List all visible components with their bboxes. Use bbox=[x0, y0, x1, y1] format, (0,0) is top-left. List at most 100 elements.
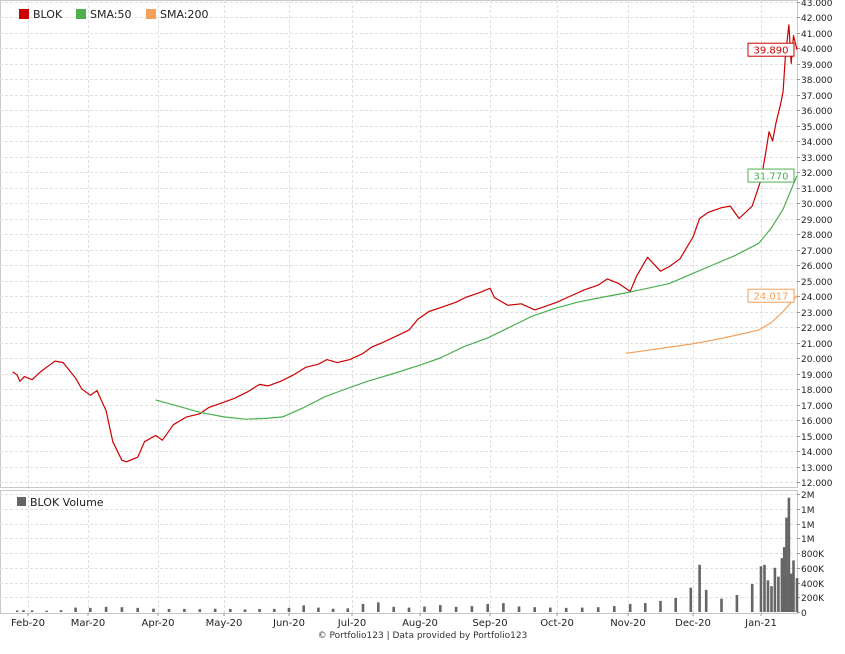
volume-y-tick-label: 600K bbox=[801, 565, 825, 575]
price-y-tick-label: 17.000 bbox=[801, 402, 833, 412]
price-y-tick-label: 21.000 bbox=[801, 340, 833, 350]
volume-bar bbox=[549, 607, 552, 612]
price-y-tick-label: 36.000 bbox=[801, 107, 833, 117]
volume-bar bbox=[644, 603, 647, 612]
series-line-sma200 bbox=[625, 295, 798, 354]
volume-bar bbox=[120, 607, 124, 612]
price-y-tick-label: 15.000 bbox=[801, 433, 833, 443]
price-y-tick-label: 43.000 bbox=[801, 0, 833, 9]
volume-bars bbox=[15, 497, 799, 613]
volume-bar bbox=[596, 607, 600, 612]
price-y-tick-label: 12.000 bbox=[801, 479, 833, 489]
volume-bar bbox=[517, 606, 521, 612]
legend-label-sma50: SMA:50 bbox=[90, 8, 132, 21]
price-gridlines bbox=[0, 0, 797, 613]
price-y-tick-label: 34.000 bbox=[801, 138, 833, 148]
price-panel bbox=[0, 0, 798, 488]
volume-y-tick-label: 2M bbox=[801, 491, 815, 501]
price-y-tick-label: 26.000 bbox=[801, 262, 833, 272]
price-y-tick-label: 23.000 bbox=[801, 309, 833, 319]
price-y-tick-label: 25.000 bbox=[801, 278, 833, 288]
series-line-sma50 bbox=[155, 175, 798, 420]
volume-bar bbox=[735, 595, 739, 612]
volume-y-tick-label: 1M bbox=[801, 521, 815, 531]
volume-bar bbox=[533, 607, 536, 612]
x-axis: Feb-20 Mar-20 Apr-20 May-20 Jun-20 Jul-20 Aug-… bbox=[11, 613, 777, 629]
price-y-tick-label: 35.000 bbox=[801, 123, 833, 133]
volume-bar bbox=[136, 607, 139, 612]
series-line-price bbox=[12, 24, 798, 463]
x-tick-label: Jan-21 bbox=[744, 618, 777, 629]
volume-bar bbox=[564, 607, 568, 612]
x-tick-label: Jul-20 bbox=[337, 618, 366, 629]
x-tick-label: Nov-20 bbox=[610, 618, 646, 629]
price-y-tick-label: 38.000 bbox=[801, 76, 833, 86]
price-y-tick-label: 14.000 bbox=[801, 448, 833, 458]
volume-bar bbox=[361, 603, 365, 612]
x-tick-label: Dec-20 bbox=[675, 618, 711, 629]
legend-label-sma200: SMA:200 bbox=[160, 8, 209, 21]
price-y-tick-label: 39.000 bbox=[801, 61, 833, 71]
price-y-tick-label: 19.000 bbox=[801, 371, 833, 381]
volume-bar bbox=[777, 576, 780, 612]
price-y-tick-label: 40.000 bbox=[801, 45, 833, 55]
volume-bar bbox=[689, 587, 693, 612]
volume-bar bbox=[766, 580, 770, 612]
price-y-tick-label: 27.000 bbox=[801, 247, 833, 257]
footer-credit: © Portfolio123 | Data provided by Portfo… bbox=[317, 631, 528, 641]
volume-bar bbox=[613, 606, 616, 612]
price-y-tick-label: 16.000 bbox=[801, 417, 833, 427]
volume-bar bbox=[258, 609, 261, 612]
volume-bar bbox=[454, 606, 458, 612]
price-y-tick-label: 24.000 bbox=[801, 293, 833, 303]
price-y-tick-label: 22.000 bbox=[801, 324, 833, 334]
volume-bar bbox=[763, 564, 766, 612]
volume-bar bbox=[787, 497, 791, 612]
volume-bar bbox=[287, 607, 291, 612]
volume-bar bbox=[780, 558, 784, 612]
price-y-tick-label: 30.000 bbox=[801, 200, 833, 210]
volume-bar bbox=[392, 606, 395, 612]
volume-bar bbox=[785, 517, 788, 612]
last-value-label-sma200: 24.017 bbox=[754, 292, 789, 303]
volume-y-tick-label: 200K bbox=[801, 594, 825, 604]
volume-bar bbox=[15, 610, 19, 612]
volume-bar bbox=[792, 560, 795, 612]
legend-swatch-sma200 bbox=[146, 9, 156, 19]
volume-bar bbox=[502, 603, 505, 612]
volume-y-axis: 0 200K 400K 600K 800K 1M 1M 1M 2M bbox=[797, 491, 825, 619]
x-tick-label: Feb-20 bbox=[11, 618, 45, 629]
price-legend: BLOK SMA:50 SMA:200 bbox=[19, 8, 209, 21]
volume-bar bbox=[439, 605, 442, 612]
volume-bar bbox=[198, 609, 202, 612]
volume-bar bbox=[302, 605, 305, 612]
volume-bar bbox=[22, 610, 25, 612]
x-tick-label: Apr-20 bbox=[142, 618, 175, 629]
volume-bar bbox=[243, 609, 247, 612]
volume-y-tick-label: 800K bbox=[801, 550, 825, 560]
volume-bar bbox=[331, 608, 335, 612]
price-y-tick-label: 31.000 bbox=[801, 185, 833, 195]
price-y-tick-label: 20.000 bbox=[801, 355, 833, 365]
volume-panel bbox=[0, 490, 798, 614]
volume-bar bbox=[167, 609, 171, 612]
volume-bar bbox=[407, 607, 411, 612]
volume-y-tick-label: 1M bbox=[801, 535, 815, 545]
price-y-tick-label: 42.000 bbox=[801, 14, 833, 24]
x-tick-label: Jun-20 bbox=[272, 618, 305, 629]
last-value-label-price: 39.890 bbox=[754, 46, 789, 57]
volume-y-tick-label: 1M bbox=[801, 506, 815, 516]
volume-bar bbox=[770, 586, 773, 612]
volume-bar bbox=[782, 547, 786, 612]
volume-bar bbox=[377, 602, 380, 612]
price-y-tick-label: 32.000 bbox=[801, 169, 833, 179]
last-value-box-sma50 bbox=[747, 168, 795, 183]
volume-bar bbox=[704, 589, 708, 612]
volume-bar bbox=[789, 573, 793, 612]
volume-bar bbox=[773, 567, 777, 613]
volume-bar bbox=[229, 609, 232, 612]
volume-bar bbox=[45, 610, 48, 612]
price-y-tick-label: 13.000 bbox=[801, 464, 833, 474]
